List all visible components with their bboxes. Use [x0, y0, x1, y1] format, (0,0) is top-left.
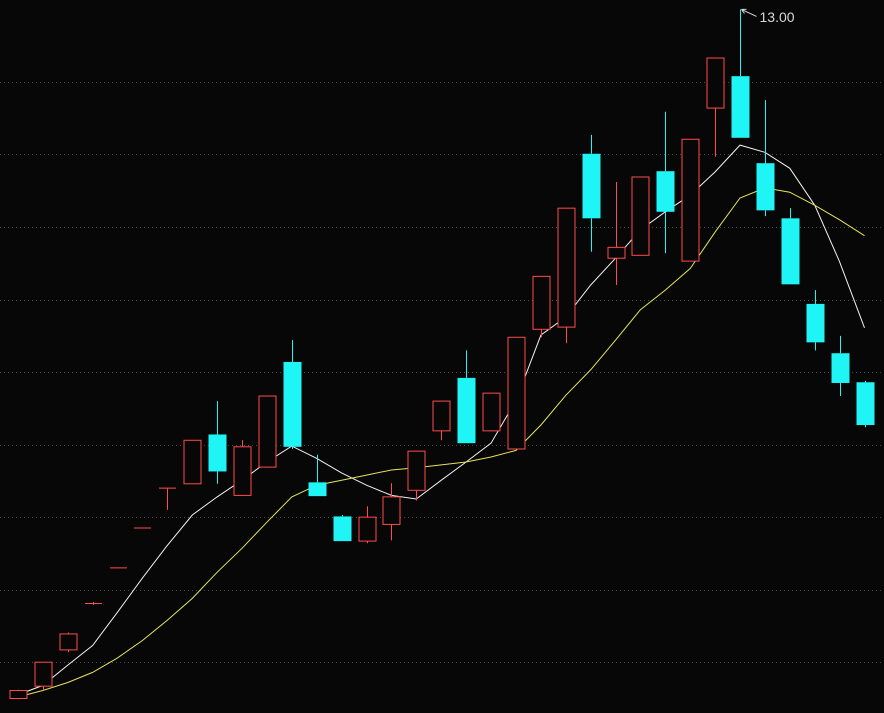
candle-body: [457, 377, 476, 444]
candle-body: [582, 153, 601, 219]
candle-body: [233, 446, 252, 496]
candle-body: [482, 392, 501, 432]
candle-body: [59, 633, 78, 651]
candle-body: [557, 207, 576, 328]
candles: [9, 9, 875, 700]
candle-body: [308, 482, 327, 497]
candle-body: [656, 171, 675, 212]
candle-body: [706, 57, 725, 109]
candle-body: [507, 336, 526, 450]
candle-body: [731, 76, 750, 138]
annotations: 13.00: [741, 8, 795, 25]
candle-body: [333, 516, 352, 542]
candle-body: [856, 382, 875, 426]
candle-body: [432, 400, 451, 432]
candle-body: [781, 218, 800, 285]
candle-body: [283, 361, 302, 447]
candle-body: [208, 434, 227, 472]
candle-body: [407, 450, 426, 491]
candle-body: [806, 303, 825, 343]
candle-body: [258, 395, 277, 468]
candle-body: [34, 661, 53, 687]
grid: [0, 82, 884, 663]
candle-body: [756, 163, 775, 211]
candle-body: [607, 246, 626, 259]
annotation-arrow: [741, 8, 757, 17]
moving-average-line: [17, 187, 865, 698]
candle-body: [681, 138, 700, 262]
candle-body: [532, 275, 551, 330]
candle-body: [382, 496, 401, 525]
annotation-label: 13.00: [760, 9, 795, 25]
moving-average-line: [17, 144, 865, 696]
candle-body: [183, 439, 202, 485]
candle-body: [358, 516, 377, 542]
candle-body: [9, 690, 28, 699]
candle-body: [631, 176, 650, 256]
candle-body: [831, 353, 850, 383]
moving-averages: [17, 144, 865, 698]
